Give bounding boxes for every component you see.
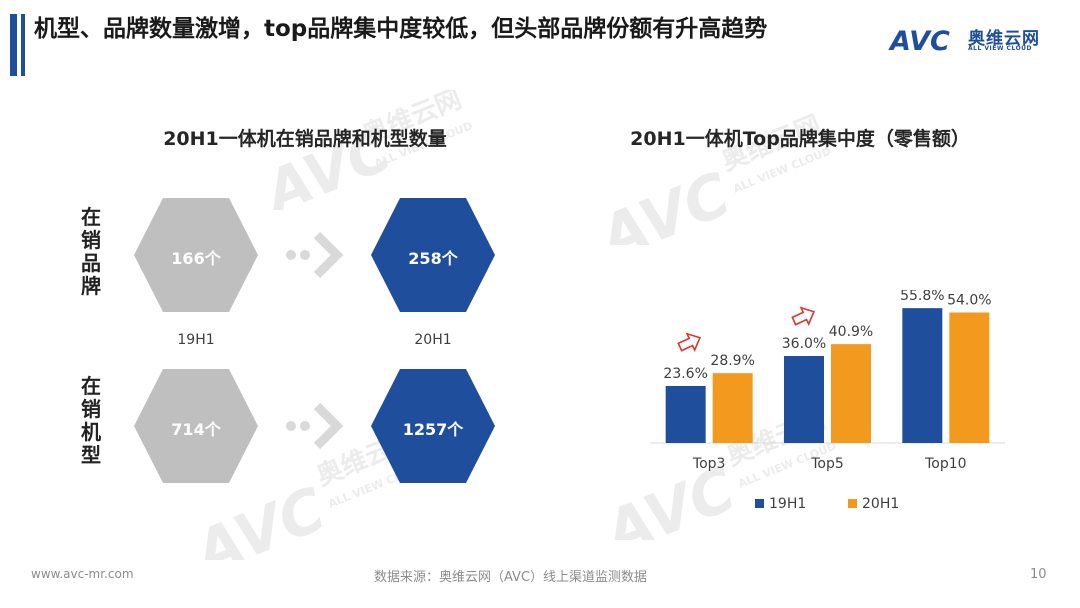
brands-19h1-value: 166个 [171,249,221,268]
right-panel-title: 20H1一体机Top品牌集中度（零售额） [630,128,970,150]
legend-20h1-label: 20H1 [862,496,899,512]
logo-text: 奥维云网 [968,29,1040,49]
legend-19h1-swatch [755,499,764,508]
data-label-Top10-19H1: 55.8% [900,290,944,304]
svg-text:AVC: AVC [182,474,335,560]
concentration-bar-chart: 23.6%28.9% Top3 36.0%40.9% Top5 55.8% 54.0% To… [650,290,1005,512]
data-label-Top3-20H1: 28.9% [710,353,754,369]
period-label-20h1: 20H1 [414,332,452,348]
hexagon-models-19h1 [134,369,258,483]
models-19h1-value: 714个 [171,420,221,439]
bar-Top3-19H1 [665,385,706,443]
models-20h1-value: 1257个 [402,420,464,439]
dots-arrow-icon [286,231,344,279]
page-title: 机型、品牌数量激增，top品牌集中度较低，但头部品牌份额有升高趋势 [34,16,768,42]
svg-text:AVC: AVC [587,159,740,245]
legend-19h1-label: 19H1 [769,496,806,512]
avc-logo: AVC [888,26,950,57]
page-number: 10 [1030,567,1047,582]
left-panel-title: 20H1一体机在销品牌和机型数量 [163,128,447,150]
hexagon-models-20h1 [371,369,495,483]
logo-subtext: ALL VIEW CLOUD [968,45,1033,52]
svg-text:ALL VIEW CLOUD: ALL VIEW CLOUD [731,144,833,195]
brands-20h1-value: 258个 [408,249,458,268]
legend-20h1-swatch [848,499,857,508]
row-label-models-text: 在销机型 [81,374,101,467]
bar-Top10-19H1 [902,308,943,443]
logo-letters: AVC [888,26,950,57]
period-label-19h1: 19H1 [177,332,215,348]
row-label-models: 在销机型 [76,375,106,467]
x-tick-label-Top10: Top10 [924,456,966,472]
bar-Top5-20H1 [831,344,871,443]
up-arrow-top3-icon [677,332,702,353]
watermark-2: AVC 奥维云网 ALL VIEW CLOUD [587,109,833,245]
row-label-brands-text: 在销品牌 [81,205,101,298]
data-label-Top10-20H1: 54.0% [947,293,991,309]
data-label-Top5-20H1: 40.9% [829,324,873,340]
x-tick-label-Top5: Top5 [810,456,844,472]
title-accent-bar-thin [21,14,25,76]
hexagon-brands-20h1 [371,198,495,312]
data-label-Top5-19H1: 36.0% [782,336,826,352]
row-label-brands: 在销品牌 [76,206,106,298]
x-tick-label-Top3: Top3 [692,456,726,472]
title-accent-bar [10,14,17,76]
hexagon-brands-19h1 [134,198,258,312]
bar-Top10-20H1 [949,312,990,443]
bar-Top3-20H1 [712,373,753,443]
data-label-Top3-19H1: 23.6% [663,366,707,382]
footer-source: 数据来源：奥维云网（AVC）线上渠道监测数据 [374,570,648,585]
dots-arrow-icon-2 [286,402,344,450]
footer-website[interactable]: www.avc-mr.com [31,567,134,581]
up-arrow-top5-icon [791,306,816,327]
bar-Top5-19H1 [784,356,824,443]
